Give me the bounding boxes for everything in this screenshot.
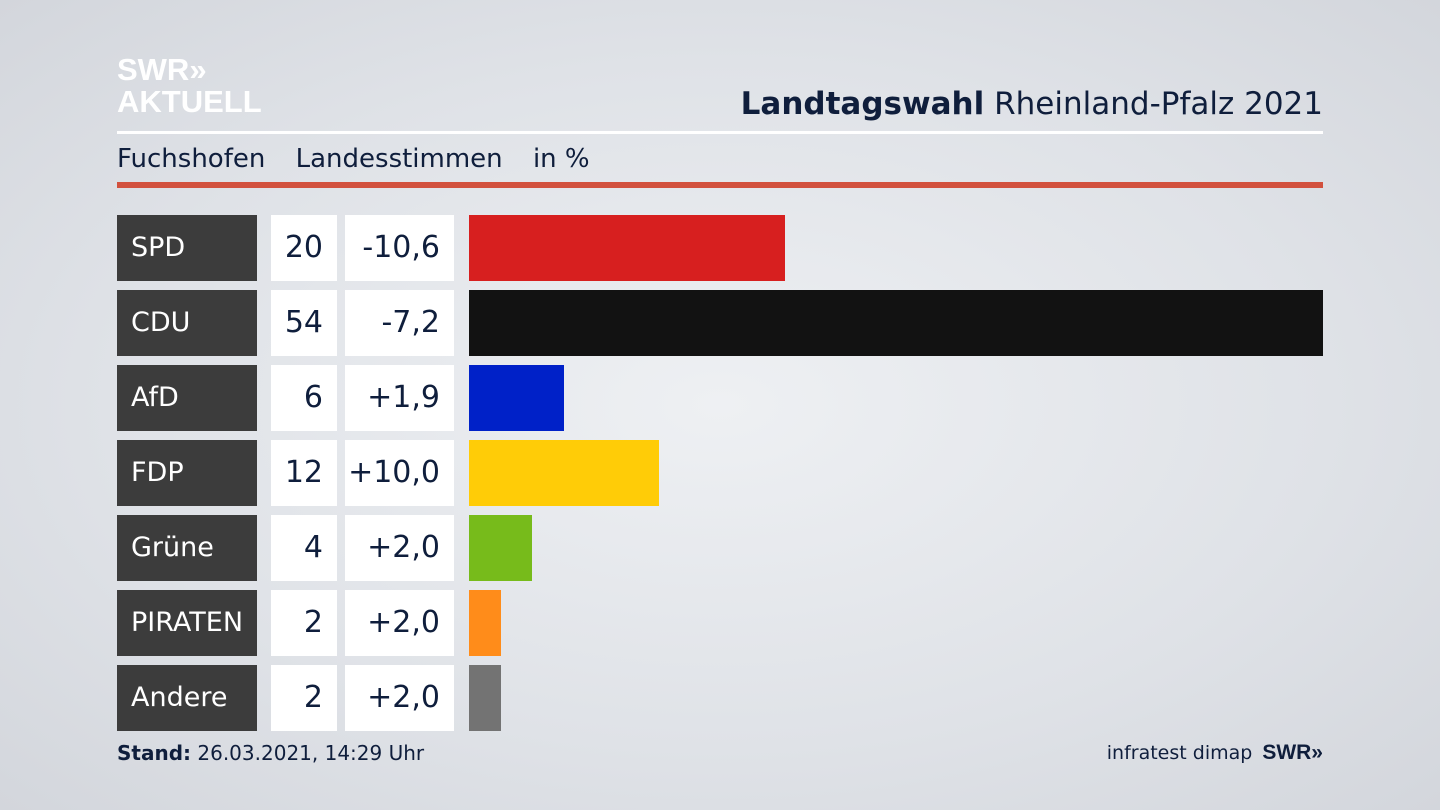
- value-label: 20: [271, 215, 337, 281]
- party-label: AfD: [117, 365, 257, 431]
- subtitle-unit: in %: [532, 144, 590, 174]
- title-rest: Rheinland-Pfalz 2021: [994, 86, 1323, 122]
- value-label: 54: [271, 290, 337, 356]
- change-label: +10,0: [345, 440, 454, 506]
- party-label: SPD: [117, 215, 257, 281]
- bar: [469, 665, 501, 731]
- change-label: +2,0: [345, 515, 454, 581]
- logo-line1: SWR»: [117, 52, 207, 87]
- bar: [469, 215, 786, 281]
- subtitle: Fuchshofen Landesstimmen in %: [117, 144, 612, 174]
- party-label: Grüne: [117, 515, 257, 581]
- bar: [469, 590, 501, 656]
- bar: [469, 365, 564, 431]
- bar: [469, 440, 659, 506]
- value-label: 6: [271, 365, 337, 431]
- subtitle-place: Fuchshofen: [117, 144, 266, 174]
- party-label: Andere: [117, 665, 257, 731]
- stand-value: 26.03.2021, 14:29 Uhr: [197, 741, 425, 765]
- party-label: FDP: [117, 440, 257, 506]
- change-label: -7,2: [345, 290, 454, 356]
- change-label: +1,9: [345, 365, 454, 431]
- party-label: CDU: [117, 290, 257, 356]
- bar-row-piraten: PIRATEN 2 +2,0: [117, 590, 1323, 656]
- change-label: -10,6: [345, 215, 454, 281]
- accent-divider: [117, 182, 1323, 188]
- bar-row-grüne: Grüne 4 +2,0: [117, 515, 1323, 581]
- divider: [117, 131, 1323, 134]
- change-label: +2,0: [345, 665, 454, 731]
- bar-row-afd: AfD 6 +1,9: [117, 365, 1323, 431]
- bar-row-spd: SPD 20 -10,6: [117, 215, 1323, 281]
- footer-source: infratest dimap SWR»: [1107, 741, 1323, 765]
- swr-logo: SWR»: [1262, 741, 1323, 764]
- source-label: infratest dimap: [1106, 742, 1253, 764]
- bar-row-andere: Andere 2 +2,0: [117, 665, 1323, 731]
- bar-row-fdp: FDP 12 +10,0: [117, 440, 1323, 506]
- bar: [469, 515, 533, 581]
- value-label: 2: [271, 590, 337, 656]
- stand-label: Stand:: [117, 741, 192, 765]
- bar-row-cdu: CDU 54 -7,2: [117, 290, 1323, 356]
- title-bold: Landtagswahl: [740, 86, 985, 122]
- logo-line2: AKTUELL: [117, 84, 262, 119]
- swr-aktuell-logo: SWR» AKTUELL: [117, 54, 262, 118]
- change-label: +2,0: [345, 590, 454, 656]
- subtitle-type: Landesstimmen: [295, 144, 503, 174]
- value-label: 4: [271, 515, 337, 581]
- value-label: 12: [271, 440, 337, 506]
- value-label: 2: [271, 665, 337, 731]
- bar: [469, 290, 1323, 356]
- chart-title: Landtagswahl Rheinland-Pfalz 2021: [741, 86, 1323, 122]
- party-label: PIRATEN: [117, 590, 257, 656]
- footer-stand: Stand: 26.03.2021, 14:29 Uhr: [117, 741, 424, 765]
